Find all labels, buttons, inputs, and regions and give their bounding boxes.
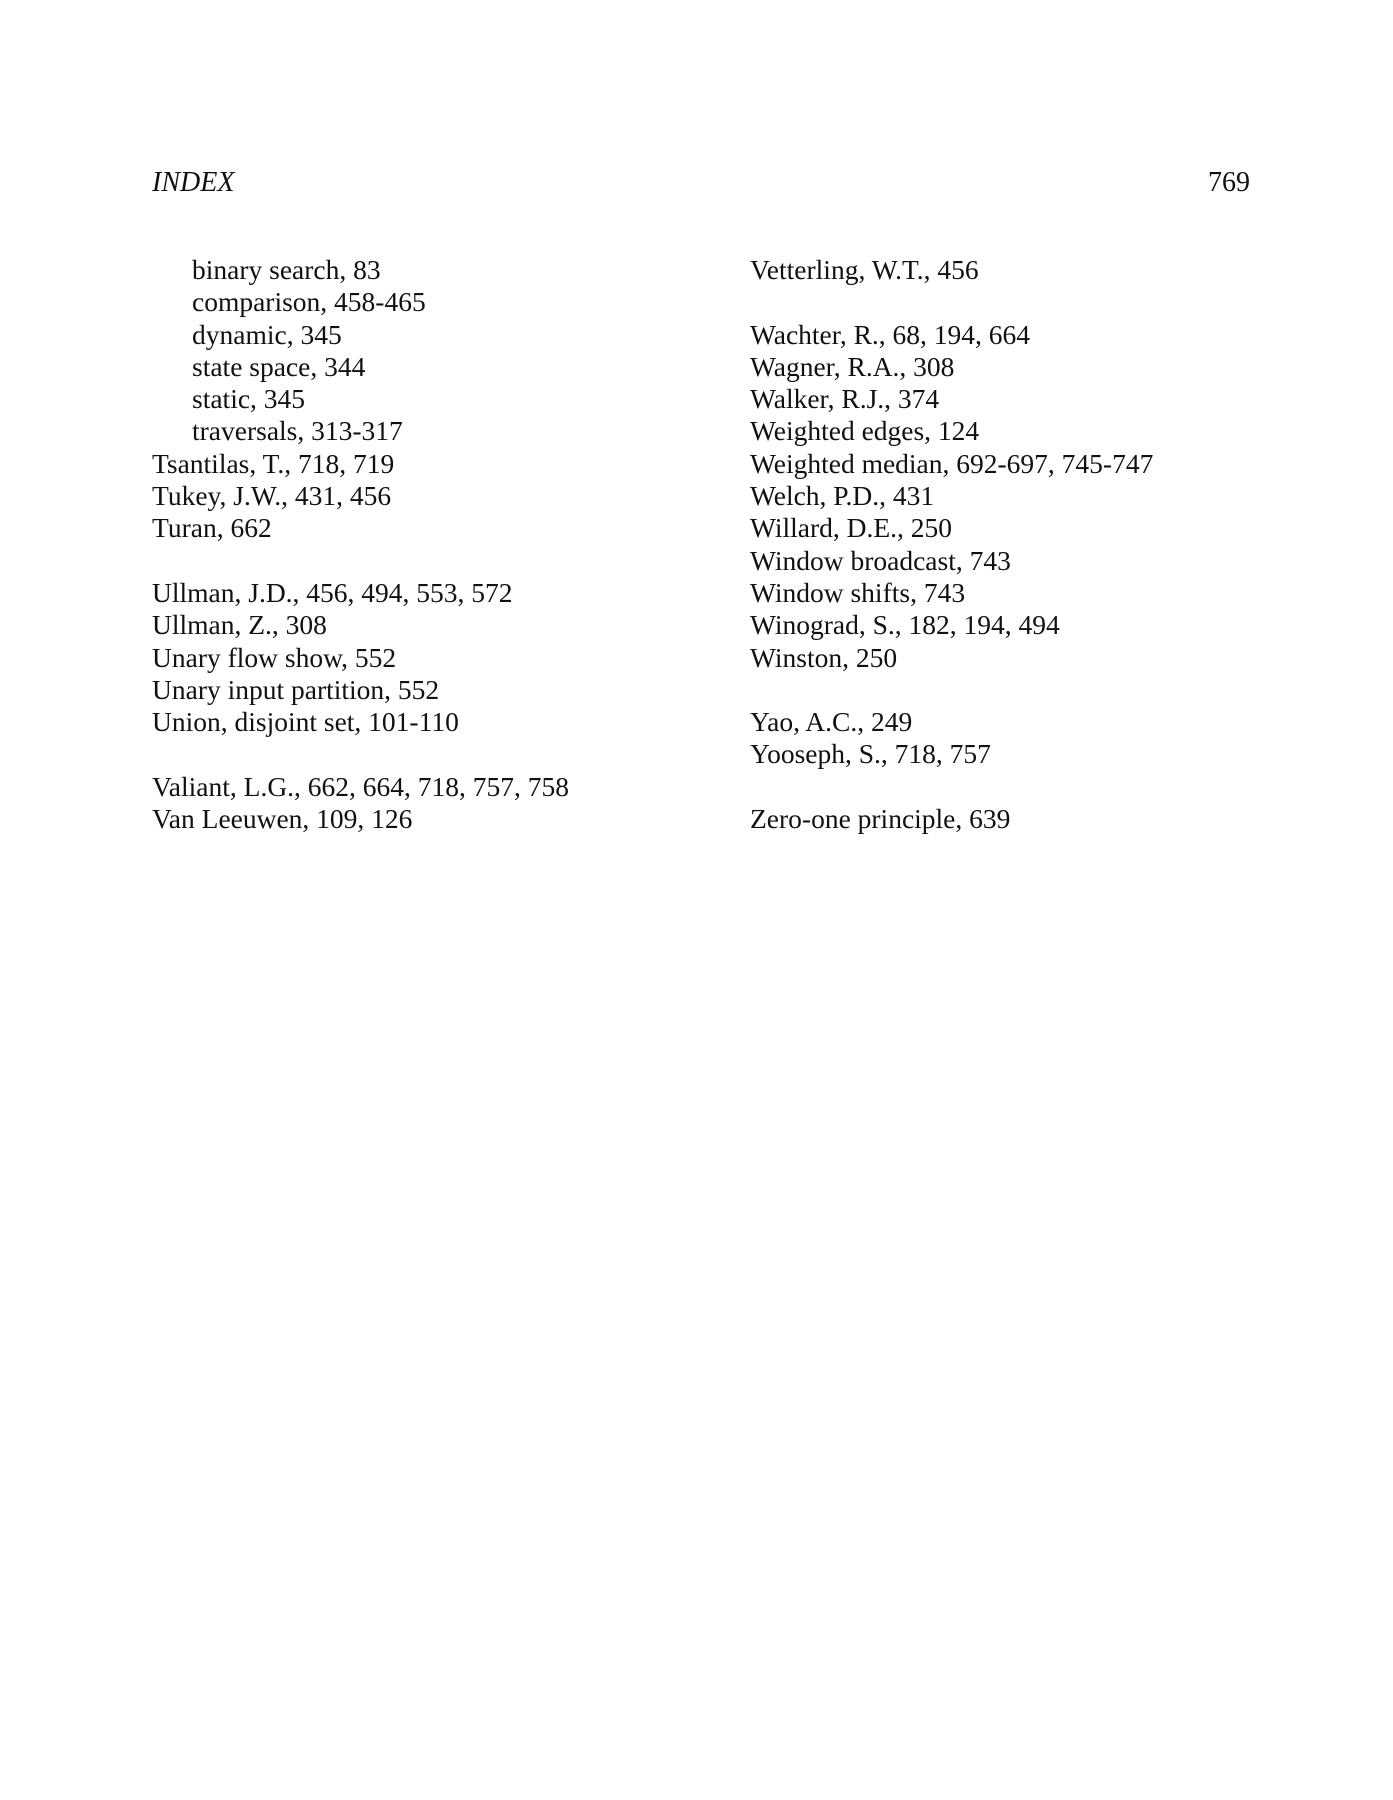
- index-entry: Tukey, J.W., 431, 456: [152, 480, 392, 512]
- index-entry: Valiant, L.G., 662, 664, 718, 757, 758: [152, 770, 570, 802]
- index-letter-group: Yao, A.C., 249 Yooseph, S., 718, 757: [750, 706, 1153, 771]
- index-entry: Unary input partition, 552: [152, 673, 440, 705]
- index-letter-group: Zero-one principle, 639: [750, 803, 1153, 835]
- index-entry: Winograd, S., 182, 194, 494: [750, 609, 1060, 641]
- index-subentry: binary search, 83: [192, 254, 381, 285]
- index-subentry: static, 345: [192, 383, 306, 415]
- index-entry: Winston, 250: [750, 641, 898, 673]
- index-entry: Wagner, R.A., 308: [750, 350, 955, 382]
- index-subentry: dynamic, 345: [192, 318, 342, 350]
- index-entry: Window shifts, 743: [750, 576, 966, 608]
- index-entry: Unary flow show, 552: [152, 641, 397, 673]
- index-column-right: Vetterling, W.T., 456 Wachter, R., 68, 19…: [750, 254, 1153, 835]
- index-letter-group: binary search, 83 comparison, 458-465 dyna…: [152, 254, 569, 545]
- index-entry: Welch, P.D., 431: [750, 480, 935, 512]
- index-letter-group: Wachter, R., 68, 194, 664 Wagner, R.A., 3…: [750, 319, 1153, 674]
- index-entry: Ullman, Z., 308: [152, 609, 327, 641]
- index-subentry: traversals, 313-317: [192, 415, 403, 447]
- index-entry: Union, disjoint set, 101-110: [152, 706, 459, 738]
- index-entry: Ullman, J.D., 456, 494, 553, 572: [152, 576, 513, 608]
- page-number: 769: [1208, 167, 1250, 198]
- index-entry: Zero-one principle, 639: [750, 803, 1011, 835]
- index-entry: Yao, A.C., 249: [750, 706, 913, 738]
- index-entry: Weighted median, 692-697, 745-747: [750, 447, 1154, 479]
- index-entry: Willard, D.E., 250: [750, 512, 953, 544]
- index-subentry: state space, 344: [192, 350, 366, 382]
- index-entry: Tsantilas, T., 718, 719: [152, 447, 395, 479]
- index-subentry: comparison, 458-465: [192, 286, 426, 318]
- index-entry: Yooseph, S., 718, 757: [750, 738, 991, 770]
- index-entry: Window broadcast, 743: [750, 544, 1011, 576]
- index-entry: Weighted edges, 124: [750, 415, 980, 447]
- index-entry: Van Leeuwen, 109, 126: [152, 803, 413, 835]
- index-entry: Walker, R.J., 374: [750, 383, 940, 415]
- index-entry: Vetterling, W.T., 456: [750, 254, 979, 285]
- running-head: INDEX: [152, 167, 235, 198]
- index-letter-group: Ullman, J.D., 456, 494, 553, 572 Ullman, …: [152, 577, 569, 738]
- index-column-left: binary search, 83 comparison, 458-465 dyna…: [152, 254, 569, 835]
- index-letter-group: Valiant, L.G., 662, 664, 718, 757, 758 Va…: [152, 771, 569, 836]
- index-entry: Wachter, R., 68, 194, 664: [750, 318, 1031, 350]
- index-letter-group: Vetterling, W.T., 456: [750, 254, 1153, 286]
- index-entry: Turan, 662: [152, 512, 272, 544]
